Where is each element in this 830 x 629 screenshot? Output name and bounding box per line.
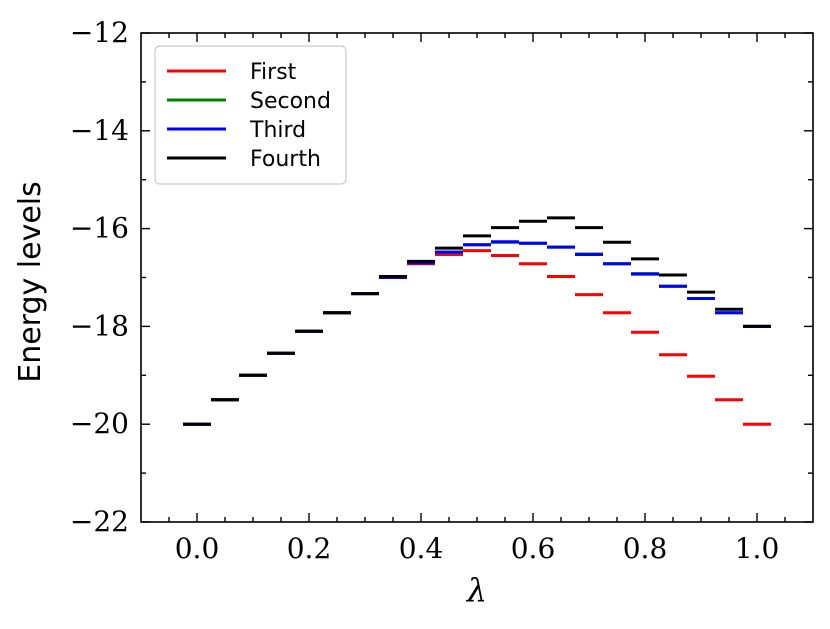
x-tick-label: 0.4 bbox=[399, 532, 444, 565]
y-tick-label: −14 bbox=[70, 114, 129, 147]
tick-labels: 0.0 0.2 0.4 0.6 0.8 1.0 −22 −20 −18 −16 −14 −12 bbox=[70, 16, 779, 565]
legend-box bbox=[154, 45, 347, 185]
legend-label-third: Third bbox=[249, 118, 306, 143]
y-tick-label: −22 bbox=[70, 505, 129, 538]
y-tick-label: −20 bbox=[70, 407, 129, 440]
series-fourth bbox=[183, 216, 771, 426]
y-tick-label: −16 bbox=[70, 212, 129, 245]
y-tick-label: −18 bbox=[70, 309, 129, 342]
legend-label-fourth: Fourth bbox=[250, 147, 321, 172]
data-marks bbox=[183, 216, 771, 426]
x-tick-label: 0.2 bbox=[287, 532, 332, 565]
plot-frame bbox=[140, 32, 814, 523]
y-tick-label: −12 bbox=[70, 16, 129, 49]
x-tick-label: 1.0 bbox=[735, 532, 780, 565]
y-axis-label: Energy levels bbox=[13, 181, 48, 383]
legend-label-first: First bbox=[250, 60, 297, 85]
x-tick-label: 0.0 bbox=[175, 532, 220, 565]
x-tick-label: 0.8 bbox=[623, 532, 668, 565]
legend-label-second: Second bbox=[250, 89, 331, 114]
x-tick-label: 0.6 bbox=[511, 532, 556, 565]
x-axis-label: λ bbox=[465, 571, 487, 609]
legend: First Second Third Fourth bbox=[154, 45, 347, 185]
